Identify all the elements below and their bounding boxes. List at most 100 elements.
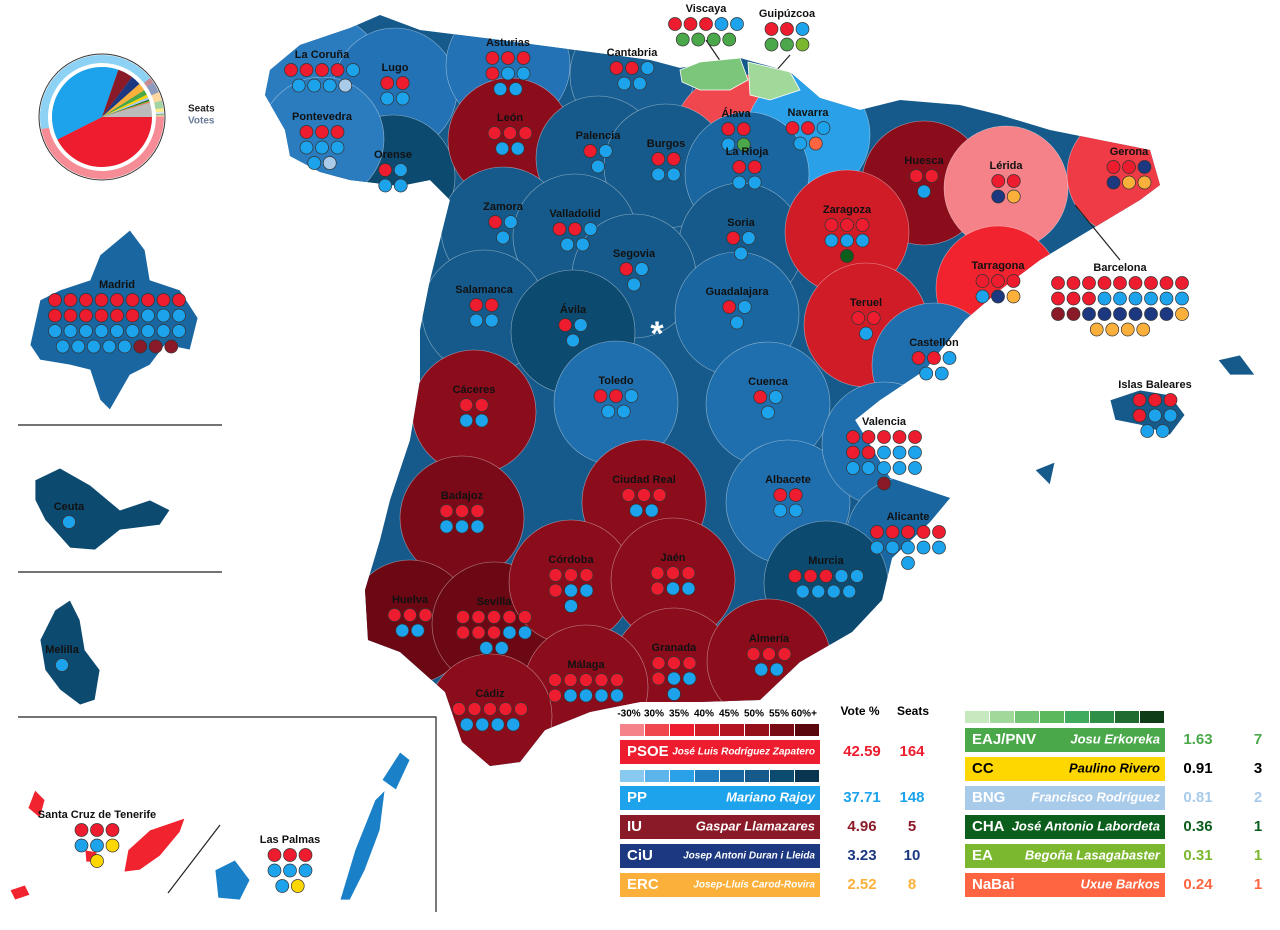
seat-dot — [439, 504, 454, 518]
seat-dot — [475, 717, 490, 732]
seat-dot — [1120, 322, 1135, 337]
seat-dot — [563, 688, 578, 703]
seat-dot — [901, 556, 915, 570]
seat-dot — [117, 339, 132, 354]
scale-cell — [620, 724, 644, 736]
scale-label: 35% — [669, 709, 689, 720]
scale-cell — [720, 724, 744, 736]
party-votes: 2.52 — [847, 876, 876, 893]
seat-dot — [625, 61, 639, 75]
seat-dot — [1082, 307, 1096, 321]
seat-dot — [591, 159, 605, 174]
seat-slice — [155, 115, 164, 117]
seat-dot — [1006, 274, 1021, 288]
province-label: Badajoz — [441, 490, 484, 502]
seat-dot — [916, 525, 931, 539]
vote-slice — [102, 90, 147, 117]
seat-dot — [699, 17, 713, 31]
seat-dot — [172, 308, 186, 323]
party-seats: 7 — [1254, 731, 1262, 748]
seat-dot — [502, 610, 517, 624]
seat-dot — [502, 625, 517, 640]
seat-dot — [1148, 393, 1162, 407]
province-shape — [747, 61, 801, 101]
party-leader: Josep Antoni Duran i Lleida — [683, 851, 815, 862]
seat-dot — [315, 125, 329, 139]
party-seats: 148 — [899, 789, 924, 806]
scale-cell — [1140, 711, 1164, 723]
seat-dot — [469, 313, 484, 328]
party-leader: Francisco Rodríguez — [1031, 789, 1160, 804]
party-seats: 3 — [1254, 760, 1262, 777]
seat-dot — [753, 390, 768, 404]
seat-dot — [495, 141, 510, 156]
seat-dot — [516, 66, 531, 81]
seat-dot — [754, 662, 769, 677]
party-leader: Gaspar Llamazares — [696, 818, 815, 833]
seat-dot — [74, 838, 89, 853]
party-code: NaBai — [972, 876, 1015, 893]
seat-dot — [455, 504, 469, 518]
seat-dot — [1155, 424, 1170, 438]
seat-dot — [579, 583, 594, 598]
seat-dot — [1136, 322, 1151, 337]
scale-cell — [1115, 711, 1139, 723]
seat-dot — [322, 78, 337, 93]
seat-dot — [666, 167, 681, 182]
seat-dot — [866, 311, 881, 325]
seat-dot — [667, 687, 681, 701]
party-seats: 1 — [1254, 818, 1262, 835]
seat-dot — [683, 17, 698, 31]
seat-dot — [552, 222, 567, 236]
scale-label: -30% — [617, 709, 640, 720]
seat-dot — [892, 430, 907, 444]
seat-dot — [714, 17, 729, 31]
seat-dot — [741, 231, 756, 245]
seat-dot — [682, 656, 697, 670]
scale-cell — [645, 724, 669, 736]
party-code: ERC — [627, 876, 659, 893]
seat-dot — [508, 82, 523, 96]
seat-dot — [410, 623, 425, 638]
province-shape — [1034, 461, 1056, 486]
seat-dot — [467, 702, 482, 716]
province-label: Valladolid — [549, 208, 600, 220]
seat-dot — [94, 324, 109, 338]
seat-dot — [780, 22, 794, 36]
seat-dot — [307, 156, 322, 170]
province-fill — [265, 76, 385, 202]
seat-dot — [510, 141, 525, 156]
party-seats: 8 — [908, 876, 916, 893]
seat-dot — [275, 879, 290, 893]
seat-dot — [1006, 289, 1021, 304]
seat-dot — [1113, 307, 1127, 321]
scale-cell — [695, 770, 719, 782]
province-label: Orense — [374, 149, 412, 161]
seat-dot — [911, 351, 926, 365]
seat-dot — [650, 566, 665, 580]
party-box — [620, 786, 820, 810]
seat-dots: La Coruña Lugo Orense Pontevedra Asturias Can… — [38, 3, 1192, 893]
seat-dot — [90, 823, 104, 837]
seat-dot — [283, 863, 297, 878]
vote-header: Vote % — [840, 704, 879, 718]
seat-dot — [764, 37, 779, 52]
province-label: Burgos — [647, 138, 686, 150]
seat-dot — [487, 126, 502, 140]
seat-dot — [55, 658, 69, 672]
leader-line — [1074, 204, 1121, 261]
province-shape — [27, 789, 46, 819]
seat-dot — [307, 78, 322, 93]
seat-dot — [730, 315, 744, 330]
seat-dot — [55, 339, 70, 354]
seat-dot — [1106, 175, 1121, 190]
seat-dot — [747, 175, 762, 190]
seat-dot — [488, 215, 503, 229]
seat-dot — [637, 488, 651, 502]
seat-dot — [764, 22, 779, 36]
province-label: Santa Cruz de Tenerife — [38, 809, 156, 821]
seat-dot — [1113, 291, 1127, 306]
province-label: Salamanca — [455, 284, 513, 296]
scale-label: 30% — [644, 709, 664, 720]
legend: -30% 30% 35% 40% 45% 50% 55% 60%+ Vote % Seats PSO… — [617, 704, 1262, 897]
